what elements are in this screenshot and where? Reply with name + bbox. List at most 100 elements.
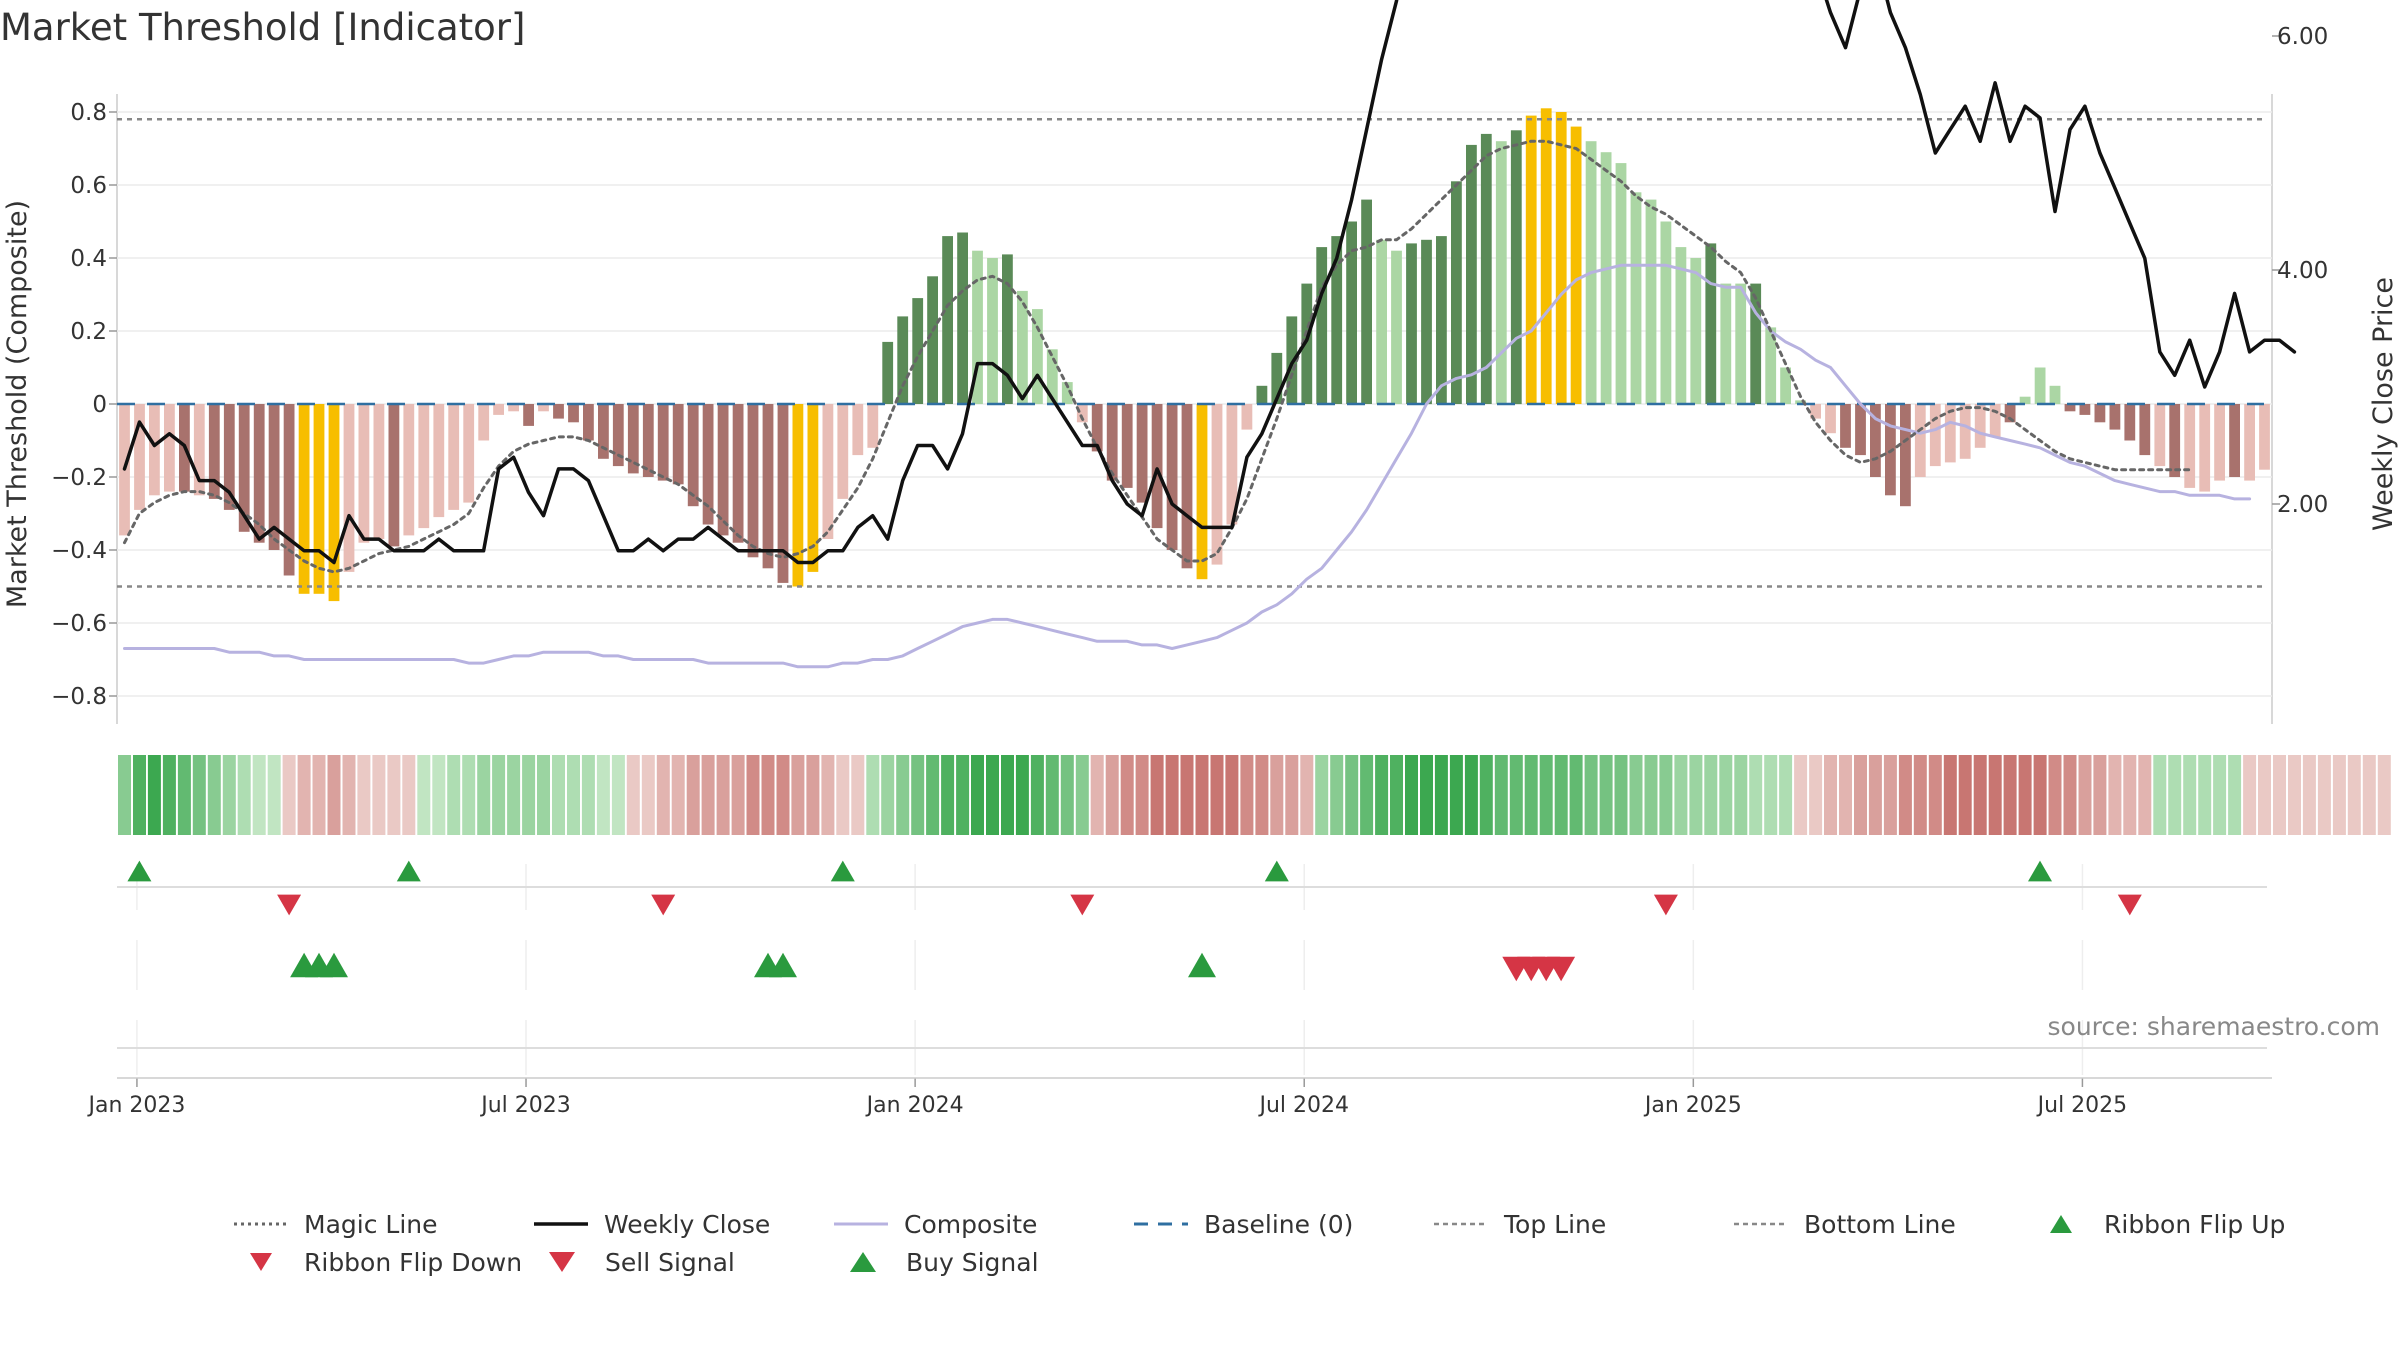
composite-bar <box>1211 404 1223 565</box>
composite-bar <box>164 404 175 492</box>
y-tick-label: 0.2 <box>70 319 107 345</box>
weekly-close-line <box>122 0 2297 565</box>
composite-bar <box>747 404 759 558</box>
composite-bar <box>927 276 938 405</box>
composite-bar <box>717 404 729 536</box>
composite-bar <box>1675 247 1687 404</box>
ribbon-cell <box>881 755 895 835</box>
chart-title: Market Threshold [Indicator] <box>0 6 526 49</box>
ribbon-cell <box>896 755 910 835</box>
legend-label: Weekly Close <box>604 1209 771 1239</box>
ribbon-cell <box>2003 755 2017 835</box>
ribbon-cell <box>207 755 221 835</box>
composite-bar <box>134 404 145 510</box>
ribbon-flip-down-marker <box>1070 894 1095 916</box>
ribbon-cell <box>1689 755 1703 835</box>
legend-label: Buy Signal <box>906 1247 1039 1277</box>
composite-bar <box>1181 404 1193 569</box>
ribbon-cell <box>417 755 431 835</box>
ribbon-cell <box>1704 755 1718 835</box>
ribbon-cell <box>1928 755 1942 835</box>
ribbon-cell <box>1300 755 1314 835</box>
ribbon-flip-up-marker <box>830 860 855 882</box>
ribbon-cell <box>926 755 940 835</box>
composite-bar <box>837 404 849 499</box>
composite-bar <box>1959 404 1971 459</box>
ribbon-cell <box>1988 755 2002 835</box>
ribbon-cell <box>1629 755 1643 835</box>
composite-bar <box>298 404 310 594</box>
ribbon-cell <box>2033 755 2047 835</box>
ribbon-cell <box>402 755 416 835</box>
ribbon-cell <box>1554 755 1568 835</box>
ribbon-cell <box>1405 755 1418 835</box>
ribbon-cell <box>387 755 401 835</box>
composite-bar <box>1391 250 1402 404</box>
composite-bar <box>343 404 355 572</box>
composite-bar <box>1046 349 1058 405</box>
ribbon-cell <box>1090 755 1104 835</box>
y-tick-label: −0.6 <box>51 611 107 637</box>
ribbon-cell <box>1494 755 1508 835</box>
ribbon-cell <box>2168 755 2182 835</box>
ribbon-flip-down-marker <box>651 894 676 916</box>
ribbon-cell <box>2258 755 2271 835</box>
legend-label: Composite <box>904 1209 1038 1239</box>
composite-bar <box>1510 130 1522 405</box>
y-tick-label: −0.4 <box>51 538 107 564</box>
ribbon-cell <box>1734 755 1748 835</box>
composite-bar <box>1720 283 1732 404</box>
dotted-line-icon <box>1730 1211 1792 1237</box>
composite-bar <box>2214 404 2225 481</box>
ribbon-cell <box>282 755 296 835</box>
ribbon-cell <box>1854 755 1867 835</box>
ribbon-cell <box>537 755 550 835</box>
ribbon-cell <box>237 755 251 835</box>
composite-bar <box>807 404 819 572</box>
y-tick-label: 0.8 <box>70 100 107 126</box>
y2-tick-label: 2.00 <box>2277 492 2328 518</box>
composite-bar <box>657 404 669 481</box>
ribbon-cell <box>1030 755 1044 835</box>
composite-bar <box>1301 283 1313 404</box>
ribbon-cell <box>462 755 476 835</box>
y-tick-label: −0.2 <box>51 465 107 491</box>
ribbon-cell <box>1330 755 1344 835</box>
ribbon-cell <box>1599 755 1613 835</box>
ribbon-cell <box>1839 755 1852 835</box>
y-tick-label: 0 <box>92 392 107 418</box>
composite-bar <box>2124 404 2136 441</box>
composite-bar <box>1241 404 1253 430</box>
ribbon-cell <box>1824 755 1837 835</box>
composite-bar <box>508 404 519 412</box>
composite-bar <box>1032 309 1043 404</box>
composite-bar <box>1316 247 1328 404</box>
ribbon-cell <box>1105 755 1119 835</box>
ribbon-cell <box>342 755 356 835</box>
composite-bar <box>2079 404 2091 415</box>
ribbon-cell <box>1075 755 1089 835</box>
composite-bar <box>403 404 415 536</box>
ribbon-cell <box>1749 755 1763 835</box>
composite-bar <box>193 404 205 496</box>
solid-line-icon <box>830 1211 892 1237</box>
composite-bar <box>1406 243 1417 404</box>
ribbon-cell <box>1360 755 1374 835</box>
composite-bar <box>2019 396 2031 404</box>
ribbon-cell <box>1764 755 1778 835</box>
ribbon-cell <box>1973 755 1987 835</box>
ribbon-cell <box>1479 755 1493 835</box>
composite-bar <box>1974 404 1986 448</box>
composite-bar <box>1765 327 1777 404</box>
ribbon-cell <box>1255 755 1269 835</box>
ribbon-cell <box>2183 755 2197 835</box>
ribbon-cell <box>1509 755 1523 835</box>
ribbon-cell <box>2228 755 2242 835</box>
composite-bar <box>1421 239 1432 405</box>
ribbon-cell <box>372 755 386 835</box>
ribbon-cell <box>1240 755 1254 835</box>
ribbon-cell <box>2063 755 2077 835</box>
composite-bar <box>897 316 909 404</box>
ribbon-cell <box>611 755 625 835</box>
